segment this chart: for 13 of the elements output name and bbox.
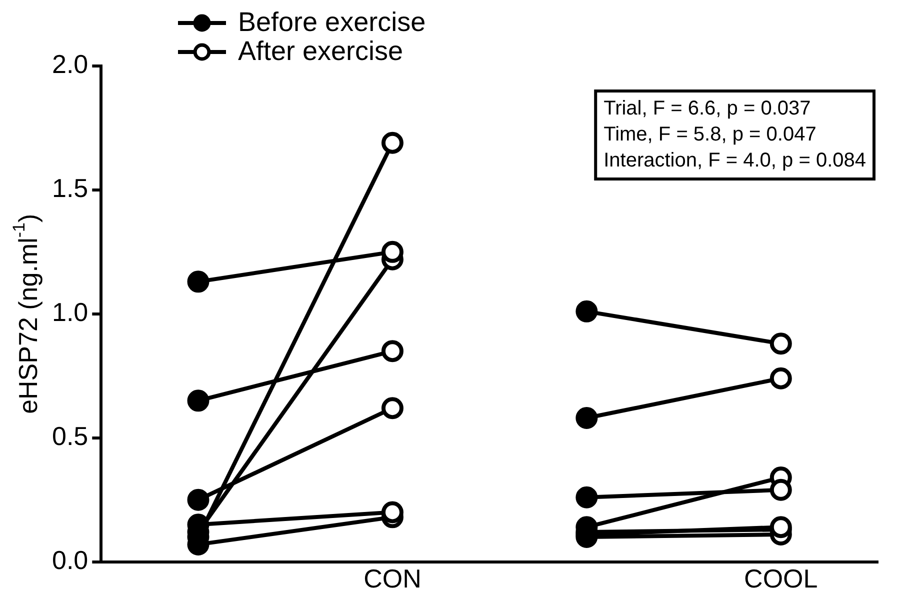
annotation: Trial, F = 6.6, p = 0.037 [604,98,811,120]
y-tick-label: 0.0 [52,544,88,575]
x-tick-label: COOL [744,564,818,594]
y-tick-label: 1.5 [52,173,88,204]
annotation: Time, F = 5.8, p = 0.047 [604,124,816,146]
y-axis-title: eHSP72 (ng.ml-1) [10,214,44,414]
y-tick-label: 2.0 [52,49,88,80]
text: Before exercise [238,7,426,37]
x-tick-label: CON [364,564,422,594]
annotation: After exercise [238,36,404,66]
y-tick-label: 0.5 [52,421,88,452]
y-tick-label: 1.0 [52,297,88,328]
annotation: Interaction, F = 4.0, p = 0.084 [604,150,866,172]
